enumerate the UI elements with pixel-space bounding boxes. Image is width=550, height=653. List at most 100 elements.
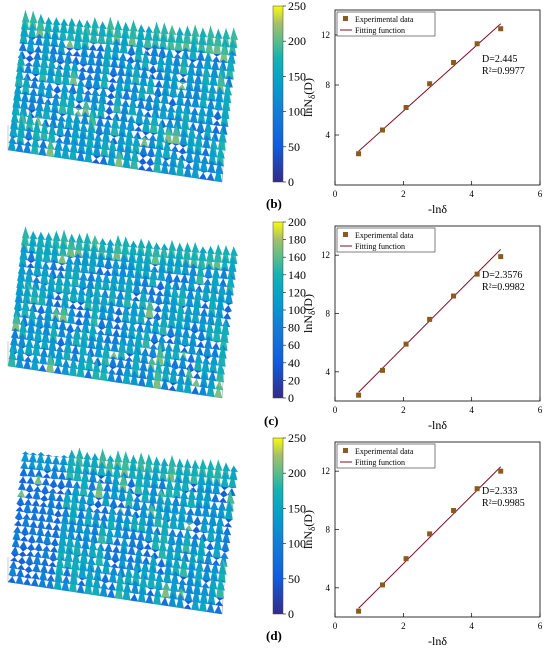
- surface-plot: [7, 226, 238, 399]
- colorbar-tick-label: 200: [288, 216, 306, 229]
- y-tick-label: 4: [326, 367, 331, 377]
- x-tick-label: 6: [538, 621, 543, 631]
- data-point: [379, 367, 385, 373]
- colorbar-tick-label: 250: [288, 0, 306, 13]
- colorbar: 0 20 40 60 80 100 120 140 160 180 200: [272, 215, 306, 405]
- colorbar-gradient: [272, 437, 284, 615]
- legend-label: Fitting function: [355, 458, 405, 467]
- legend-box: [336, 11, 436, 37]
- colorbar-tick-label: 140: [288, 268, 306, 282]
- colorbar-tick-label: 120: [288, 285, 306, 299]
- data-point: [498, 254, 504, 260]
- data-point: [403, 556, 409, 562]
- annotation-d: D=2.3576: [482, 270, 522, 281]
- legend-label: Experimental data: [355, 231, 414, 240]
- colorbar-tick-label: 50: [288, 140, 300, 154]
- colorbar-tick-label: 50: [288, 572, 300, 586]
- annotation-d: D=2.445: [482, 54, 517, 65]
- legend-box: [336, 443, 436, 469]
- x-tick-label: 2: [401, 405, 406, 415]
- data-point: [403, 341, 409, 347]
- fractal-fit-chart: 0 2 4 6 4 8 12 -lnδ lnNδ(D) Experimental data Fitt…: [301, 441, 543, 648]
- surface-mesh: [7, 10, 238, 183]
- x-tick-label: 4: [469, 621, 474, 631]
- x-tick-label: 4: [469, 405, 474, 415]
- surface-mesh: [7, 447, 238, 615]
- data-point: [498, 468, 504, 474]
- colorbar-tick-label: 60: [288, 338, 300, 352]
- x-tick-label: 2: [401, 621, 406, 631]
- legend-box: [336, 227, 436, 253]
- legend-label: Experimental data: [355, 15, 414, 24]
- panel-label: (c): [264, 413, 279, 428]
- data-point: [356, 151, 362, 157]
- surface-mesh: [7, 226, 238, 399]
- annotation-r2: R²=0.9985: [482, 498, 525, 509]
- colorbar-tick-label: 80: [288, 321, 300, 335]
- y-tick-label: 4: [326, 583, 331, 593]
- colorbar-gradient: [272, 5, 284, 183]
- legend: Experimental data Fitting function: [336, 227, 436, 253]
- colorbar-tick-label: 40: [288, 356, 300, 370]
- colorbar-tick-label: 20: [288, 373, 300, 387]
- data-point: [474, 271, 480, 277]
- surface-plot: [7, 447, 238, 615]
- legend-marker: [343, 232, 348, 237]
- y-tick-label: 12: [321, 30, 330, 40]
- colorbar-tick-label: 200: [288, 466, 306, 480]
- x-axis-label: -lnδ: [428, 202, 447, 216]
- data-point: [451, 508, 457, 514]
- data-point: [498, 26, 504, 32]
- annotation-r2: R²=0.9982: [482, 282, 525, 293]
- data-point: [427, 81, 433, 87]
- surface-plot: [7, 10, 238, 183]
- colorbar-tick-label: 160: [288, 250, 306, 264]
- x-tick-label: 0: [333, 405, 338, 415]
- colorbar-tick-label: 180: [288, 233, 306, 247]
- data-point: [356, 608, 362, 614]
- data-point: [356, 392, 362, 398]
- colorbar-tick-label: 0: [288, 607, 294, 621]
- x-tick-label: 6: [538, 189, 543, 199]
- data-point: [379, 582, 385, 588]
- y-tick-label: 8: [326, 309, 331, 319]
- colorbar-tick-label: 250: [288, 432, 306, 445]
- colorbar-gradient: [272, 221, 284, 399]
- colorbar-tick-label: 0: [288, 391, 294, 405]
- colorbar-tick-label: 200: [288, 34, 306, 48]
- data-point: [451, 293, 457, 299]
- data-point: [403, 105, 409, 110]
- legend: Experimental data Fitting function: [336, 443, 436, 469]
- data-point: [474, 486, 480, 492]
- fractal-fit-chart: 0 2 4 6 4 8 12 -lnδ lnNδ(D) Experimental data Fitt…: [301, 9, 543, 216]
- y-tick-label: 8: [326, 525, 331, 535]
- y-axis-label: lnNδ(D): [301, 294, 317, 333]
- y-tick-label: 4: [326, 130, 331, 140]
- data-point: [427, 316, 433, 322]
- annotation-d: D=2.333: [482, 486, 517, 497]
- x-axis-label: -lnδ: [428, 418, 447, 432]
- annotation-r2: R²=0.9977: [482, 66, 525, 77]
- y-axis-label: lnNδ(D): [301, 510, 317, 549]
- legend-label: Experimental data: [355, 447, 414, 456]
- legend-label: Fitting function: [355, 26, 405, 35]
- data-point: [474, 41, 480, 47]
- data-point: [451, 60, 457, 65]
- colorbar-tick-label: 150: [288, 501, 306, 515]
- panel-b: 0 50 100 150 200 250 0 2 4 6 4 8 12 -lnδ lnNδ(D) Exper…: [0, 0, 550, 216]
- colorbar-tick-label: 100: [288, 537, 306, 551]
- colorbar-tick-label: 150: [288, 69, 306, 83]
- legend-label: Fitting function: [355, 242, 405, 251]
- colorbar: 0 50 100 150 200 250: [272, 431, 306, 621]
- legend: Experimental data Fitting function: [336, 11, 436, 37]
- panel-label: (d): [266, 628, 282, 643]
- x-tick-label: 6: [538, 405, 543, 415]
- colorbar-tick-label: 100: [288, 105, 306, 119]
- x-tick-label: 0: [333, 189, 338, 199]
- panel-d: 0 50 100 150 200 250 0 2 4 6 4 8 12 -lnδ lnNδ(D) Exper…: [0, 431, 550, 648]
- x-tick-label: 2: [401, 189, 406, 199]
- x-tick-label: 0: [333, 621, 338, 631]
- data-point: [379, 127, 385, 133]
- fractal-fit-chart: 0 2 4 6 4 8 12 -lnδ lnNδ(D) Experimental data Fitt…: [301, 225, 543, 432]
- colorbar-tick-label: 100: [288, 303, 306, 317]
